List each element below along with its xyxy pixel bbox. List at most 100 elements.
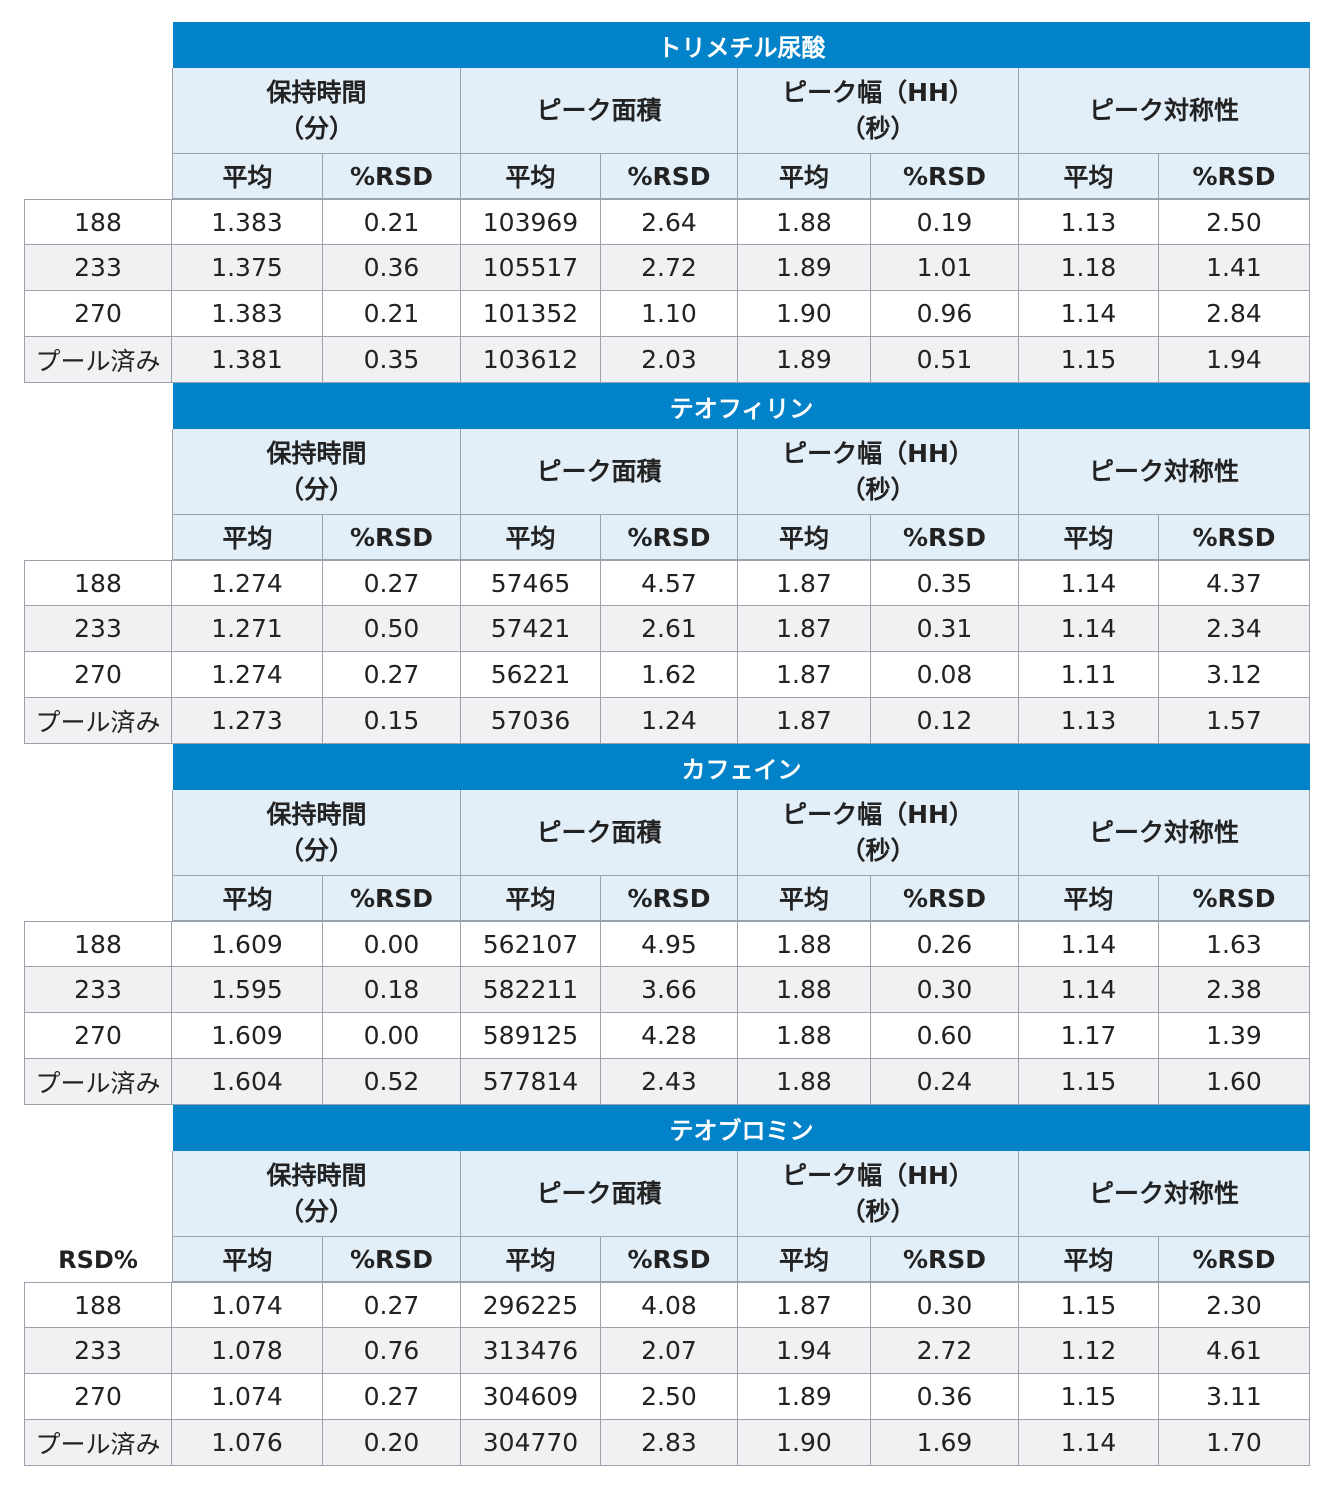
data-cell: 577814 xyxy=(461,1059,601,1105)
data-cell: 1.14 xyxy=(1019,921,1159,967)
row-label: 270 xyxy=(24,1013,172,1059)
data-cell: 1.88 xyxy=(738,921,871,967)
data-cell: 1.074 xyxy=(172,1282,323,1328)
data-cell: 1.074 xyxy=(172,1374,323,1420)
sub-header: 平均 xyxy=(738,876,871,921)
sub-header: 平均 xyxy=(1019,515,1159,560)
row-label: プール済み xyxy=(24,698,172,744)
blank-cell xyxy=(24,429,172,515)
data-cell: 2.84 xyxy=(1159,291,1310,337)
data-cell: 0.35 xyxy=(323,337,461,383)
data-cell: 0.27 xyxy=(323,1374,461,1420)
data-cell: 4.28 xyxy=(601,1013,738,1059)
data-cell: 1.89 xyxy=(738,337,871,383)
compound-title: テオフィリン xyxy=(172,383,1310,429)
data-cell: 0.60 xyxy=(871,1013,1019,1059)
data-cell: 1.609 xyxy=(172,921,323,967)
data-cell: 1.88 xyxy=(738,1013,871,1059)
row-label: プール済み xyxy=(24,1420,172,1466)
group-header: 保持時間 （分） xyxy=(172,790,461,876)
group-header: ピーク対称性 xyxy=(1019,790,1310,876)
row-label: 270 xyxy=(24,1374,172,1420)
data-cell: 1.383 xyxy=(172,291,323,337)
corner-label xyxy=(24,154,172,199)
group-header: 保持時間 （分） xyxy=(172,68,461,154)
data-cell: 105517 xyxy=(461,245,601,291)
sub-header: %RSD xyxy=(601,876,738,921)
data-cell: 103969 xyxy=(461,199,601,245)
compound-section: テオフィリン 保持時間 （分） ピーク面積 ピーク幅（HH） （秒） ピーク対称性 平均%… xyxy=(24,383,1310,744)
data-cell: 0.12 xyxy=(871,698,1019,744)
data-cell: 3.11 xyxy=(1159,1374,1310,1420)
group-header: ピーク面積 xyxy=(461,429,738,515)
compound-title: カフェイン xyxy=(172,744,1310,790)
data-cell: 1.14 xyxy=(1019,606,1159,652)
row-label: 233 xyxy=(24,1328,172,1374)
data-cell: 1.14 xyxy=(1019,291,1159,337)
group-header: ピーク幅（HH） （秒） xyxy=(738,790,1019,876)
blank-cell xyxy=(24,1151,172,1237)
sub-header: 平均 xyxy=(738,154,871,199)
data-cell: 1.13 xyxy=(1019,199,1159,245)
data-cell: 1.609 xyxy=(172,1013,323,1059)
data-cell: 1.88 xyxy=(738,1059,871,1105)
data-cell: 3.12 xyxy=(1159,652,1310,698)
blank-cell xyxy=(24,1105,172,1151)
sub-header: 平均 xyxy=(461,876,601,921)
data-cell: 2.03 xyxy=(601,337,738,383)
data-cell: 1.273 xyxy=(172,698,323,744)
sub-header: %RSD xyxy=(871,1237,1019,1282)
data-cell: 2.50 xyxy=(1159,199,1310,245)
data-cell: 1.94 xyxy=(738,1328,871,1374)
sub-header: 平均 xyxy=(172,876,323,921)
data-cell: 103612 xyxy=(461,337,601,383)
data-cell: 0.35 xyxy=(871,560,1019,606)
sub-header: 平均 xyxy=(172,1237,323,1282)
corner-label xyxy=(24,515,172,560)
data-cell: 1.62 xyxy=(601,652,738,698)
sub-header: %RSD xyxy=(323,515,461,560)
data-cell: 2.83 xyxy=(601,1420,738,1466)
data-cell: 1.12 xyxy=(1019,1328,1159,1374)
data-cell: 1.87 xyxy=(738,606,871,652)
sub-header: 平均 xyxy=(1019,876,1159,921)
data-cell: 1.15 xyxy=(1019,1282,1159,1328)
data-cell: 1.11 xyxy=(1019,652,1159,698)
data-cell: 1.41 xyxy=(1159,245,1310,291)
blank-cell xyxy=(24,744,172,790)
data-cell: 589125 xyxy=(461,1013,601,1059)
group-header: ピーク面積 xyxy=(461,68,738,154)
data-cell: 0.00 xyxy=(323,921,461,967)
group-header: ピーク対称性 xyxy=(1019,429,1310,515)
group-header: ピーク対称性 xyxy=(1019,1151,1310,1237)
data-cell: 1.87 xyxy=(738,1282,871,1328)
sub-header: 平均 xyxy=(172,154,323,199)
data-cell: 1.595 xyxy=(172,967,323,1013)
data-cell: 1.94 xyxy=(1159,337,1310,383)
row-label: 270 xyxy=(24,652,172,698)
data-cell: 1.57 xyxy=(1159,698,1310,744)
sub-header: %RSD xyxy=(871,515,1019,560)
corner-label: RSD% xyxy=(24,1237,172,1282)
data-cell: 0.21 xyxy=(323,291,461,337)
blank-cell xyxy=(24,68,172,154)
data-cell: 2.72 xyxy=(871,1328,1019,1374)
data-cell: 0.18 xyxy=(323,967,461,1013)
results-table: トリメチル尿酸 保持時間 （分） ピーク面積 ピーク幅（HH） （秒） ピーク対称性 平均… xyxy=(24,22,1310,1466)
data-cell: 1.24 xyxy=(601,698,738,744)
row-label: 233 xyxy=(24,606,172,652)
data-cell: 0.52 xyxy=(323,1059,461,1105)
data-cell: 1.274 xyxy=(172,652,323,698)
data-cell: 1.15 xyxy=(1019,1059,1159,1105)
data-cell: 3.66 xyxy=(601,967,738,1013)
data-cell: 56221 xyxy=(461,652,601,698)
group-header: ピーク幅（HH） （秒） xyxy=(738,1151,1019,1237)
blank-cell xyxy=(24,22,172,68)
data-cell: 1.076 xyxy=(172,1420,323,1466)
sub-header: %RSD xyxy=(1159,154,1310,199)
sub-header: 平均 xyxy=(461,1237,601,1282)
data-cell: 0.51 xyxy=(871,337,1019,383)
data-cell: 0.30 xyxy=(871,967,1019,1013)
data-cell: 1.078 xyxy=(172,1328,323,1374)
sub-header: 平均 xyxy=(738,1237,871,1282)
